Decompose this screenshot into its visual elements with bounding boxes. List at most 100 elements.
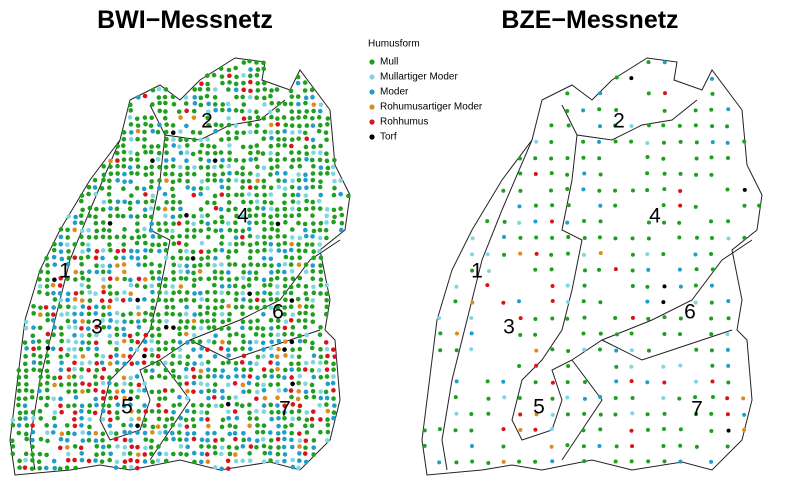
sample-point: [169, 171, 175, 177]
sample-point: [318, 291, 323, 296]
sample-point: [164, 228, 169, 233]
sample-point: [128, 389, 134, 394]
sample-point: [59, 312, 64, 317]
sample-point: [219, 326, 224, 331]
sample-point: [30, 333, 36, 339]
sample-point: [192, 361, 197, 366]
sample-point: [323, 389, 329, 395]
sample-point: [198, 137, 204, 143]
sample-point: [276, 178, 281, 183]
sample-point: [107, 311, 112, 317]
sample-point: [254, 241, 260, 246]
sample-point: [582, 347, 587, 352]
sample-point: [143, 192, 148, 197]
sample-point: [324, 151, 329, 157]
sample-point: [80, 304, 86, 309]
sample-point: [613, 139, 618, 144]
sample-point: [309, 382, 315, 388]
sample-point: [155, 353, 161, 359]
sample-point: [677, 267, 682, 272]
sample-point: [304, 136, 310, 142]
sample-point: [156, 409, 162, 414]
sample-point: [191, 436, 197, 442]
sample-point: [613, 203, 618, 208]
sample-point: [296, 283, 301, 288]
sample-point: [254, 444, 259, 450]
sample-point: [107, 423, 113, 429]
sample-point: [101, 284, 106, 290]
sample-point: [534, 412, 539, 417]
sample-point: [309, 345, 315, 351]
sample-point: [78, 346, 84, 352]
sample-point: [213, 228, 219, 234]
sample-point: [38, 305, 43, 310]
sample-point: [107, 185, 112, 190]
sample-point: [453, 428, 458, 433]
sample-point: [226, 303, 231, 309]
sample-point: [240, 333, 246, 339]
sample-point: [72, 423, 78, 429]
sample-point: [31, 352, 37, 358]
sample-point: [502, 252, 507, 257]
sample-point: [198, 207, 204, 212]
sample-point: [247, 374, 253, 379]
sample-point: [128, 396, 133, 402]
sample-point: [184, 123, 189, 129]
sample-point: [29, 388, 35, 394]
sample-point: [127, 297, 133, 302]
sample-point: [693, 252, 698, 257]
sample-point: [246, 389, 252, 394]
sample-point: [36, 339, 42, 344]
sample-point: [128, 150, 133, 155]
sample-point: [157, 122, 162, 128]
sample-point: [302, 114, 308, 120]
sample-point: [197, 290, 203, 296]
sample-point: [219, 276, 224, 281]
sample-point: [276, 415, 281, 421]
sample-point: [38, 360, 43, 366]
sample-point: [646, 348, 651, 353]
sample-point: [694, 235, 699, 240]
sample-point: [662, 220, 667, 225]
sample-point: [533, 172, 538, 177]
sample-point: [149, 261, 154, 267]
sample-point: [226, 249, 232, 254]
sample-point: [23, 396, 28, 401]
sample-point: [709, 155, 714, 160]
sample-point: [177, 164, 183, 170]
sample-point: [303, 438, 309, 444]
sample-point: [143, 445, 148, 451]
sample-point: [163, 290, 169, 295]
sample-point: [163, 451, 169, 457]
sample-point: [171, 101, 177, 107]
sample-point: [191, 450, 197, 456]
sample-point: [142, 381, 147, 386]
sample-point: [170, 214, 176, 220]
sample-point: [227, 332, 233, 338]
sample-point: [240, 171, 245, 177]
sample-point: [199, 402, 204, 408]
sample-point: [199, 410, 204, 415]
sample-point: [94, 269, 100, 275]
sample-point: [198, 354, 203, 359]
sample-point: [205, 200, 210, 205]
sample-point: [78, 255, 84, 261]
sample-point: [16, 423, 22, 428]
sample-point: [275, 436, 281, 442]
sample-point: [65, 276, 70, 282]
sample-point: [115, 178, 120, 183]
sample-point: [205, 459, 211, 465]
sample-point: [150, 193, 156, 199]
sample-point: [269, 374, 275, 379]
sample-point: [694, 156, 699, 161]
sample-point: [94, 248, 100, 254]
sample-point: [121, 422, 126, 428]
sample-point: [324, 171, 330, 176]
sample-point: [142, 284, 148, 290]
sample-point: [289, 109, 295, 114]
sample-point: [142, 297, 147, 302]
sample-point: [694, 347, 699, 352]
sample-point: [288, 262, 294, 267]
sample-point: [469, 412, 474, 417]
sample-point: [79, 311, 84, 317]
